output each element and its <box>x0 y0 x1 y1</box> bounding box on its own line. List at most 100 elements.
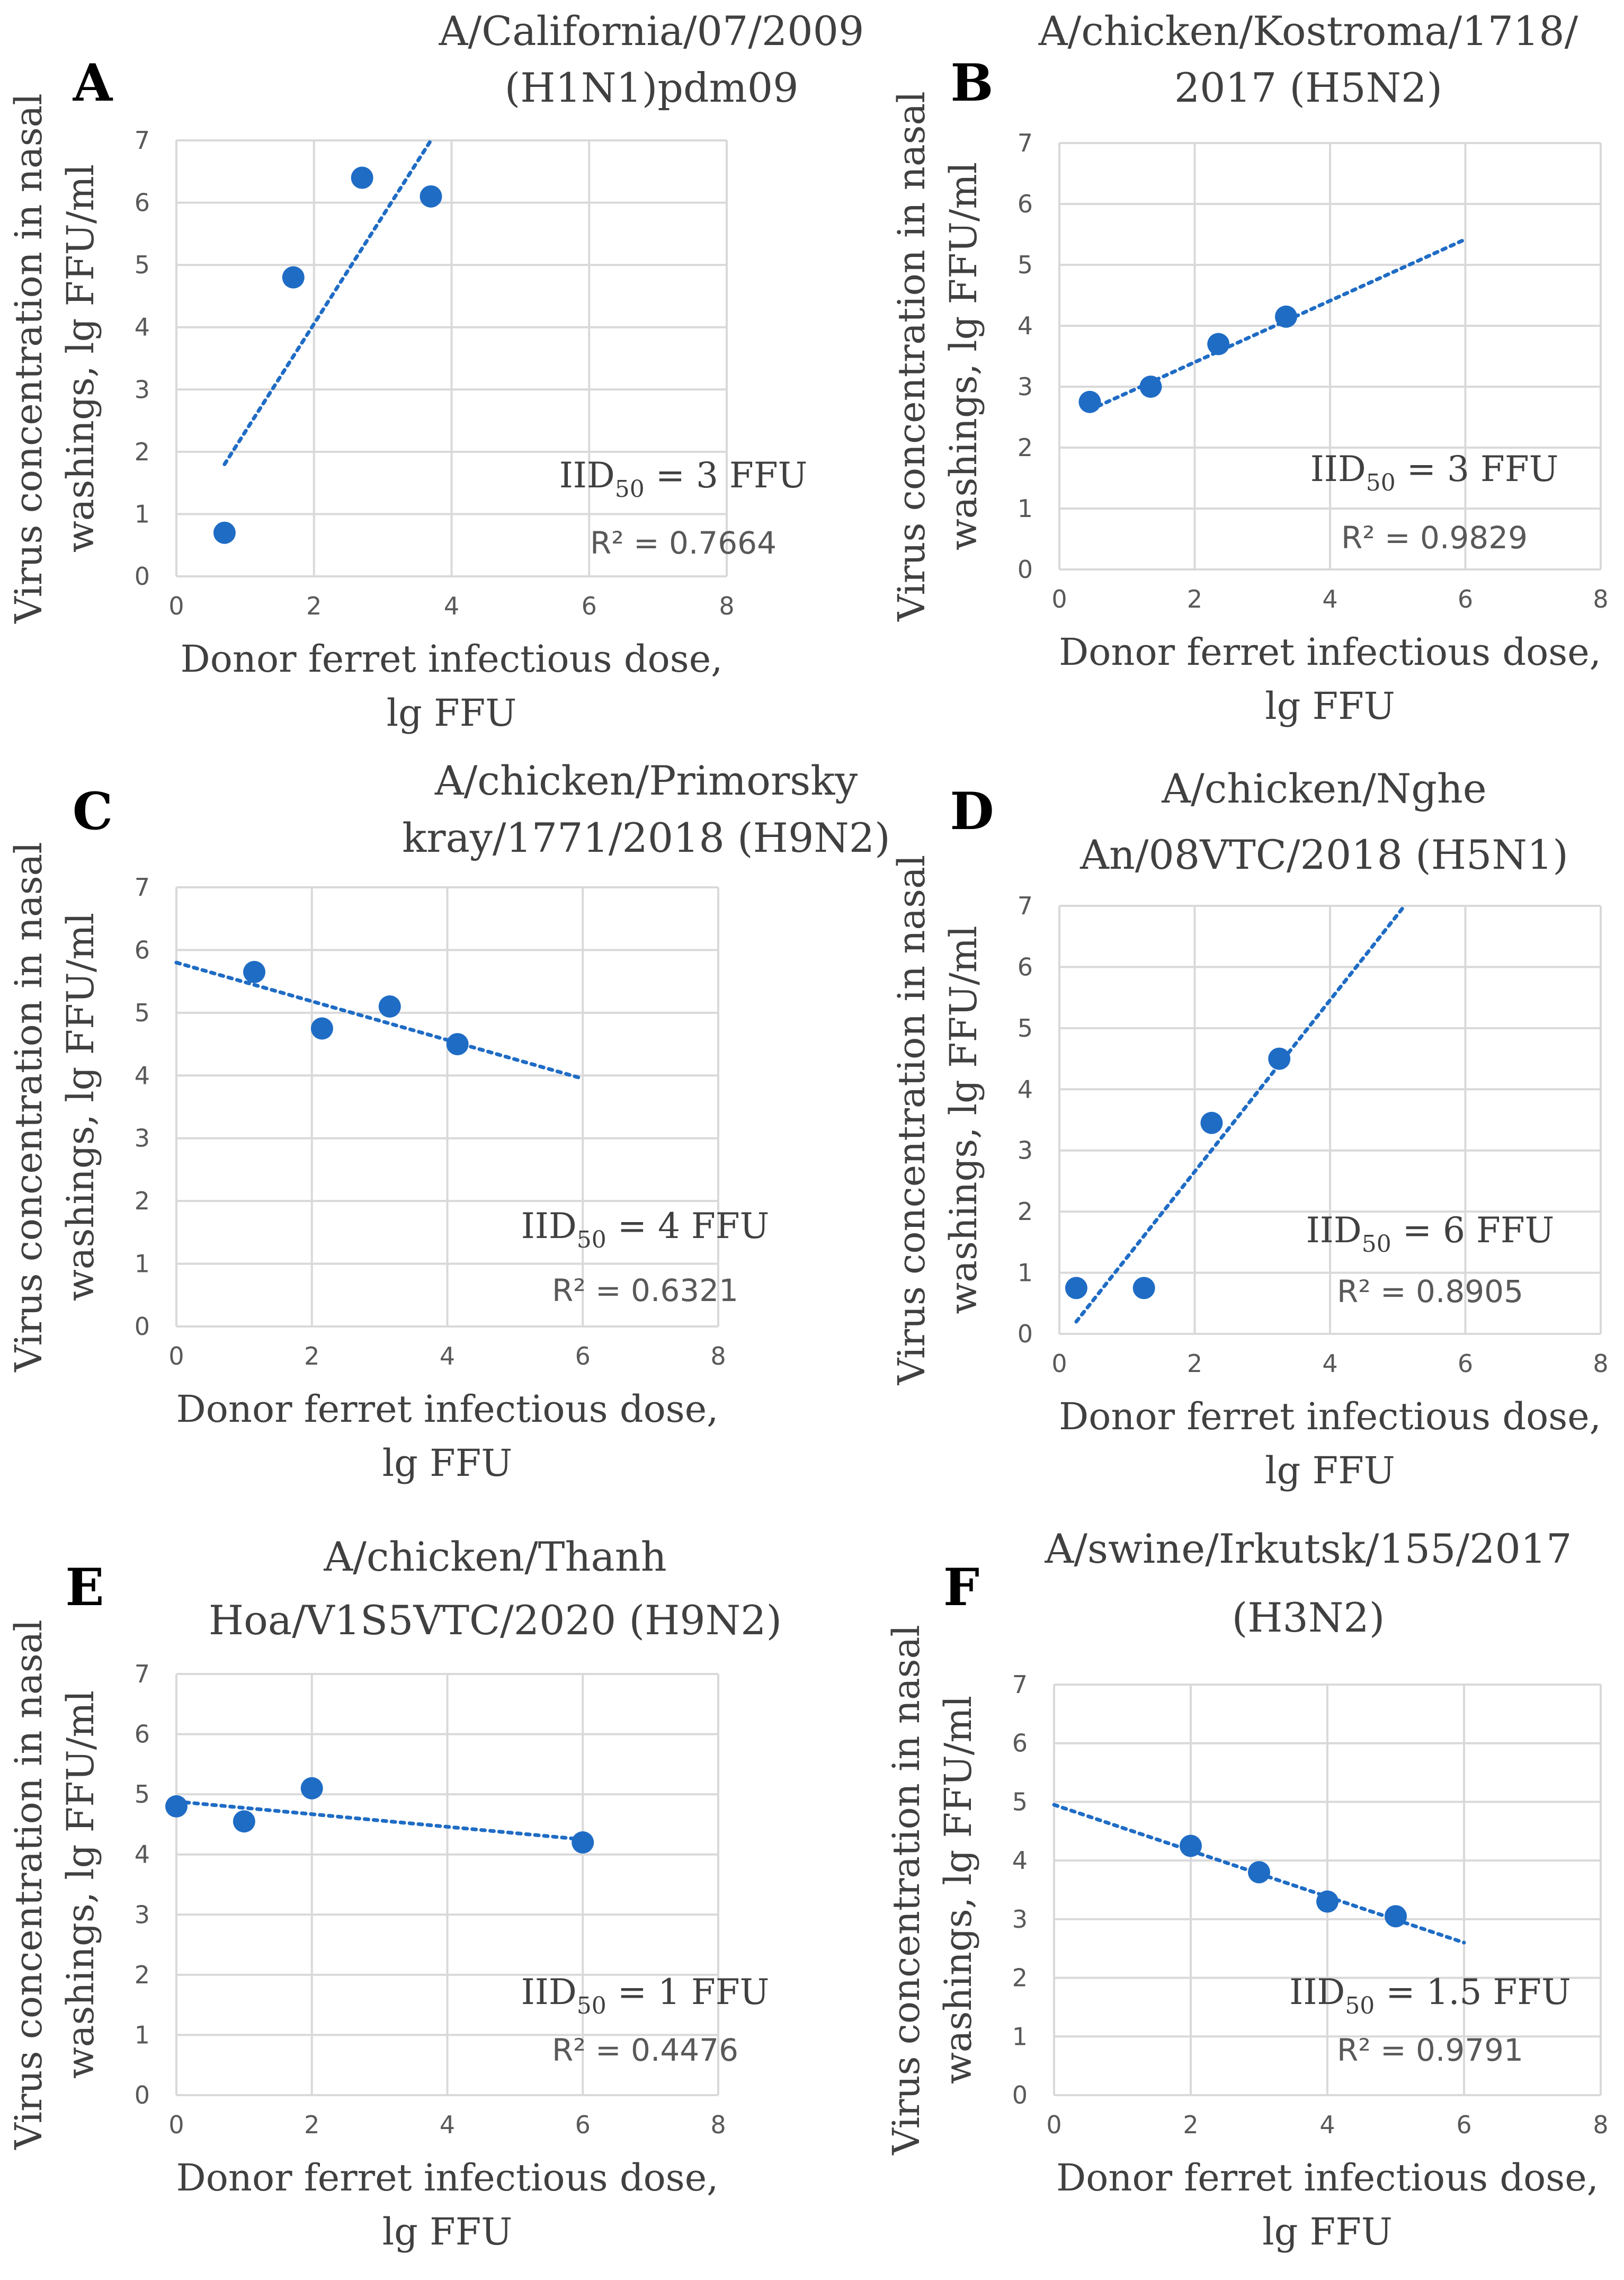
iid50-prefix: IID <box>521 1972 577 2012</box>
y-axis-label-line: Virus concentration in nasal <box>7 1619 50 2150</box>
x-axis-label-line: Donor ferret infectious dose, <box>1056 2156 1599 2199</box>
y-axis-label-line: washings, lg FFU/ml <box>936 1696 980 2084</box>
y-tick-label: 2 <box>1018 433 1033 462</box>
y-axis-label-line: Virus concentration in nasal <box>7 93 50 624</box>
y-tick-label: 5 <box>1018 251 1033 279</box>
data-point <box>1268 1047 1291 1070</box>
y-tick-label: 6 <box>1012 1729 1028 1758</box>
x-tick-label: 8 <box>1593 2110 1608 2139</box>
y-tick-label: 7 <box>1018 892 1033 920</box>
iid50-value: = 3 FFU <box>645 455 807 496</box>
y-tick-label: 4 <box>1012 1846 1028 1875</box>
x-tick-label: 0 <box>168 592 184 620</box>
iid50-prefix: IID <box>1289 1972 1345 2012</box>
y-tick-label: 5 <box>1018 1014 1033 1043</box>
y-tick-label: 1 <box>135 1250 150 1278</box>
y-tick-label: 7 <box>135 873 150 902</box>
chart-panel-a: 0 2 4 6 8 0 1 2 3 4 5 6 7 A/California/07/2009 (H1N1)p… <box>7 7 864 735</box>
chart-title-line: kray/1771/2018 (H9N2) <box>402 814 890 861</box>
y-tick-label: 3 <box>1018 372 1033 401</box>
iid50-annotation: IID50 = 1.5 FFU <box>1289 1972 1571 2019</box>
x-tick-label: 8 <box>1593 585 1608 613</box>
x-tick-label: 6 <box>575 1342 591 1370</box>
panel-label: B <box>950 53 993 113</box>
x-tick-label: 8 <box>710 2110 726 2139</box>
y-tick-label: 2 <box>1018 1197 1033 1226</box>
trendline <box>222 138 433 466</box>
data-point <box>1207 333 1230 355</box>
data-point <box>213 521 236 544</box>
x-axis-label-line: Donor ferret infectious dose, <box>1059 630 1601 674</box>
x-axis-label-line: lg FFU <box>1262 2210 1393 2254</box>
y-tick-label: 0 <box>1012 2081 1028 2109</box>
panel-label: F <box>943 1557 979 1617</box>
data-point <box>1065 1277 1087 1299</box>
r-squared-annotation: R² = 0.6321 <box>552 1272 738 1308</box>
chart-title-line: 2017 (H5N2) <box>1174 64 1442 111</box>
trendline <box>1087 237 1467 412</box>
y-tick-label: 7 <box>1012 1670 1028 1699</box>
x-tick-label: 6 <box>1458 1349 1473 1378</box>
x-tick-label: 6 <box>1458 585 1473 613</box>
y-tick-label: 6 <box>135 936 150 964</box>
data-point <box>1316 1890 1339 1913</box>
y-tick-label: 4 <box>1018 1075 1033 1103</box>
chart-title-line: A/chicken/Primorsky <box>434 757 858 804</box>
x-tick-label: 2 <box>306 592 322 620</box>
r-squared-annotation: R² = 0.8905 <box>1337 1273 1523 1310</box>
y-tick-label: 7 <box>135 126 150 155</box>
x-tick-label: 0 <box>168 1342 184 1370</box>
data-point <box>446 1033 469 1056</box>
iid50-annotation: IID50 = 1 FFU <box>521 1972 770 2019</box>
y-tick-label: 0 <box>1018 1320 1033 1348</box>
iid50-subscript: 50 <box>1345 1992 1375 2019</box>
y-tick-label: 4 <box>135 313 150 342</box>
y-axis-label-line: washings, lg FFU/ml <box>942 162 985 550</box>
trendline <box>174 960 585 1081</box>
chart-title-line: Hoa/V1S5VTC/2020 (H9N2) <box>209 1597 782 1644</box>
chart-panel-d: 0 2 4 6 8 0 1 2 3 4 5 6 7 A/chicken/Nghe An/08VTC/2018… <box>890 765 1609 1492</box>
y-tick-label: 2 <box>135 438 150 466</box>
x-tick-label: 0 <box>1051 585 1067 613</box>
y-tick-label: 0 <box>135 1312 150 1341</box>
y-axis-label-line: washings, lg FFU/ml <box>59 913 102 1301</box>
y-tick-label: 1 <box>135 2020 150 2049</box>
y-tick-label: 5 <box>135 251 150 279</box>
x-tick-label: 0 <box>1051 1349 1067 1378</box>
iid50-prefix: IID <box>1306 1210 1362 1251</box>
y-tick-label: 3 <box>135 1124 150 1153</box>
chart-panel-c: 0 2 4 6 8 0 1 2 3 4 5 6 7 A/chicken/Primorsky kray/177… <box>7 757 890 1485</box>
x-axis-label-line: lg FFU <box>1265 1449 1395 1492</box>
iid50-annotation: IID50 = 3 FFU <box>1310 449 1559 496</box>
iid50-prefix: IID <box>1310 449 1366 489</box>
y-tick-label: 3 <box>135 1900 150 1929</box>
x-tick-label: 8 <box>1593 1349 1608 1378</box>
r-squared-annotation: R² = 0.4476 <box>552 2032 738 2068</box>
x-tick-label: 6 <box>575 2110 591 2139</box>
y-tick-label: 2 <box>135 1961 150 1989</box>
x-tick-label: 0 <box>168 2110 184 2139</box>
y-tick-label: 2 <box>1012 1964 1028 1992</box>
chart-title-line: A/swine/Irkutsk/155/2017 <box>1044 1525 1572 1572</box>
y-axis-label-line: washings, lg FFU/ml <box>59 164 102 553</box>
y-tick-label: 0 <box>1018 555 1033 584</box>
y-tick-label: 6 <box>135 189 150 217</box>
trendline <box>174 1800 585 1841</box>
x-tick-label: 4 <box>440 1342 455 1370</box>
iid50-prefix: IID <box>521 1206 577 1246</box>
iid50-annotation: IID50 = 6 FFU <box>1306 1210 1555 1258</box>
data-point <box>300 1777 323 1800</box>
y-tick-label: 3 <box>1012 1905 1028 1934</box>
y-tick-label: 4 <box>1018 311 1033 340</box>
chart-title-line: An/08VTC/2018 (H5N1) <box>1079 831 1568 878</box>
y-tick-label: 0 <box>135 562 150 591</box>
data-point <box>378 995 401 1018</box>
panel-label: A <box>73 53 113 113</box>
chart-panel-f: 0 2 4 6 8 0 1 2 3 4 5 6 7 A/swine/Irkutsk/155/2017 (H3… <box>885 1525 1609 2254</box>
y-tick-label: 3 <box>1018 1136 1033 1165</box>
iid50-value: = 3 FFU <box>1396 449 1558 489</box>
iid50-value: = 1.5 FFU <box>1375 1972 1571 2012</box>
x-tick-label: 4 <box>1322 1349 1337 1378</box>
data-point <box>282 266 305 289</box>
